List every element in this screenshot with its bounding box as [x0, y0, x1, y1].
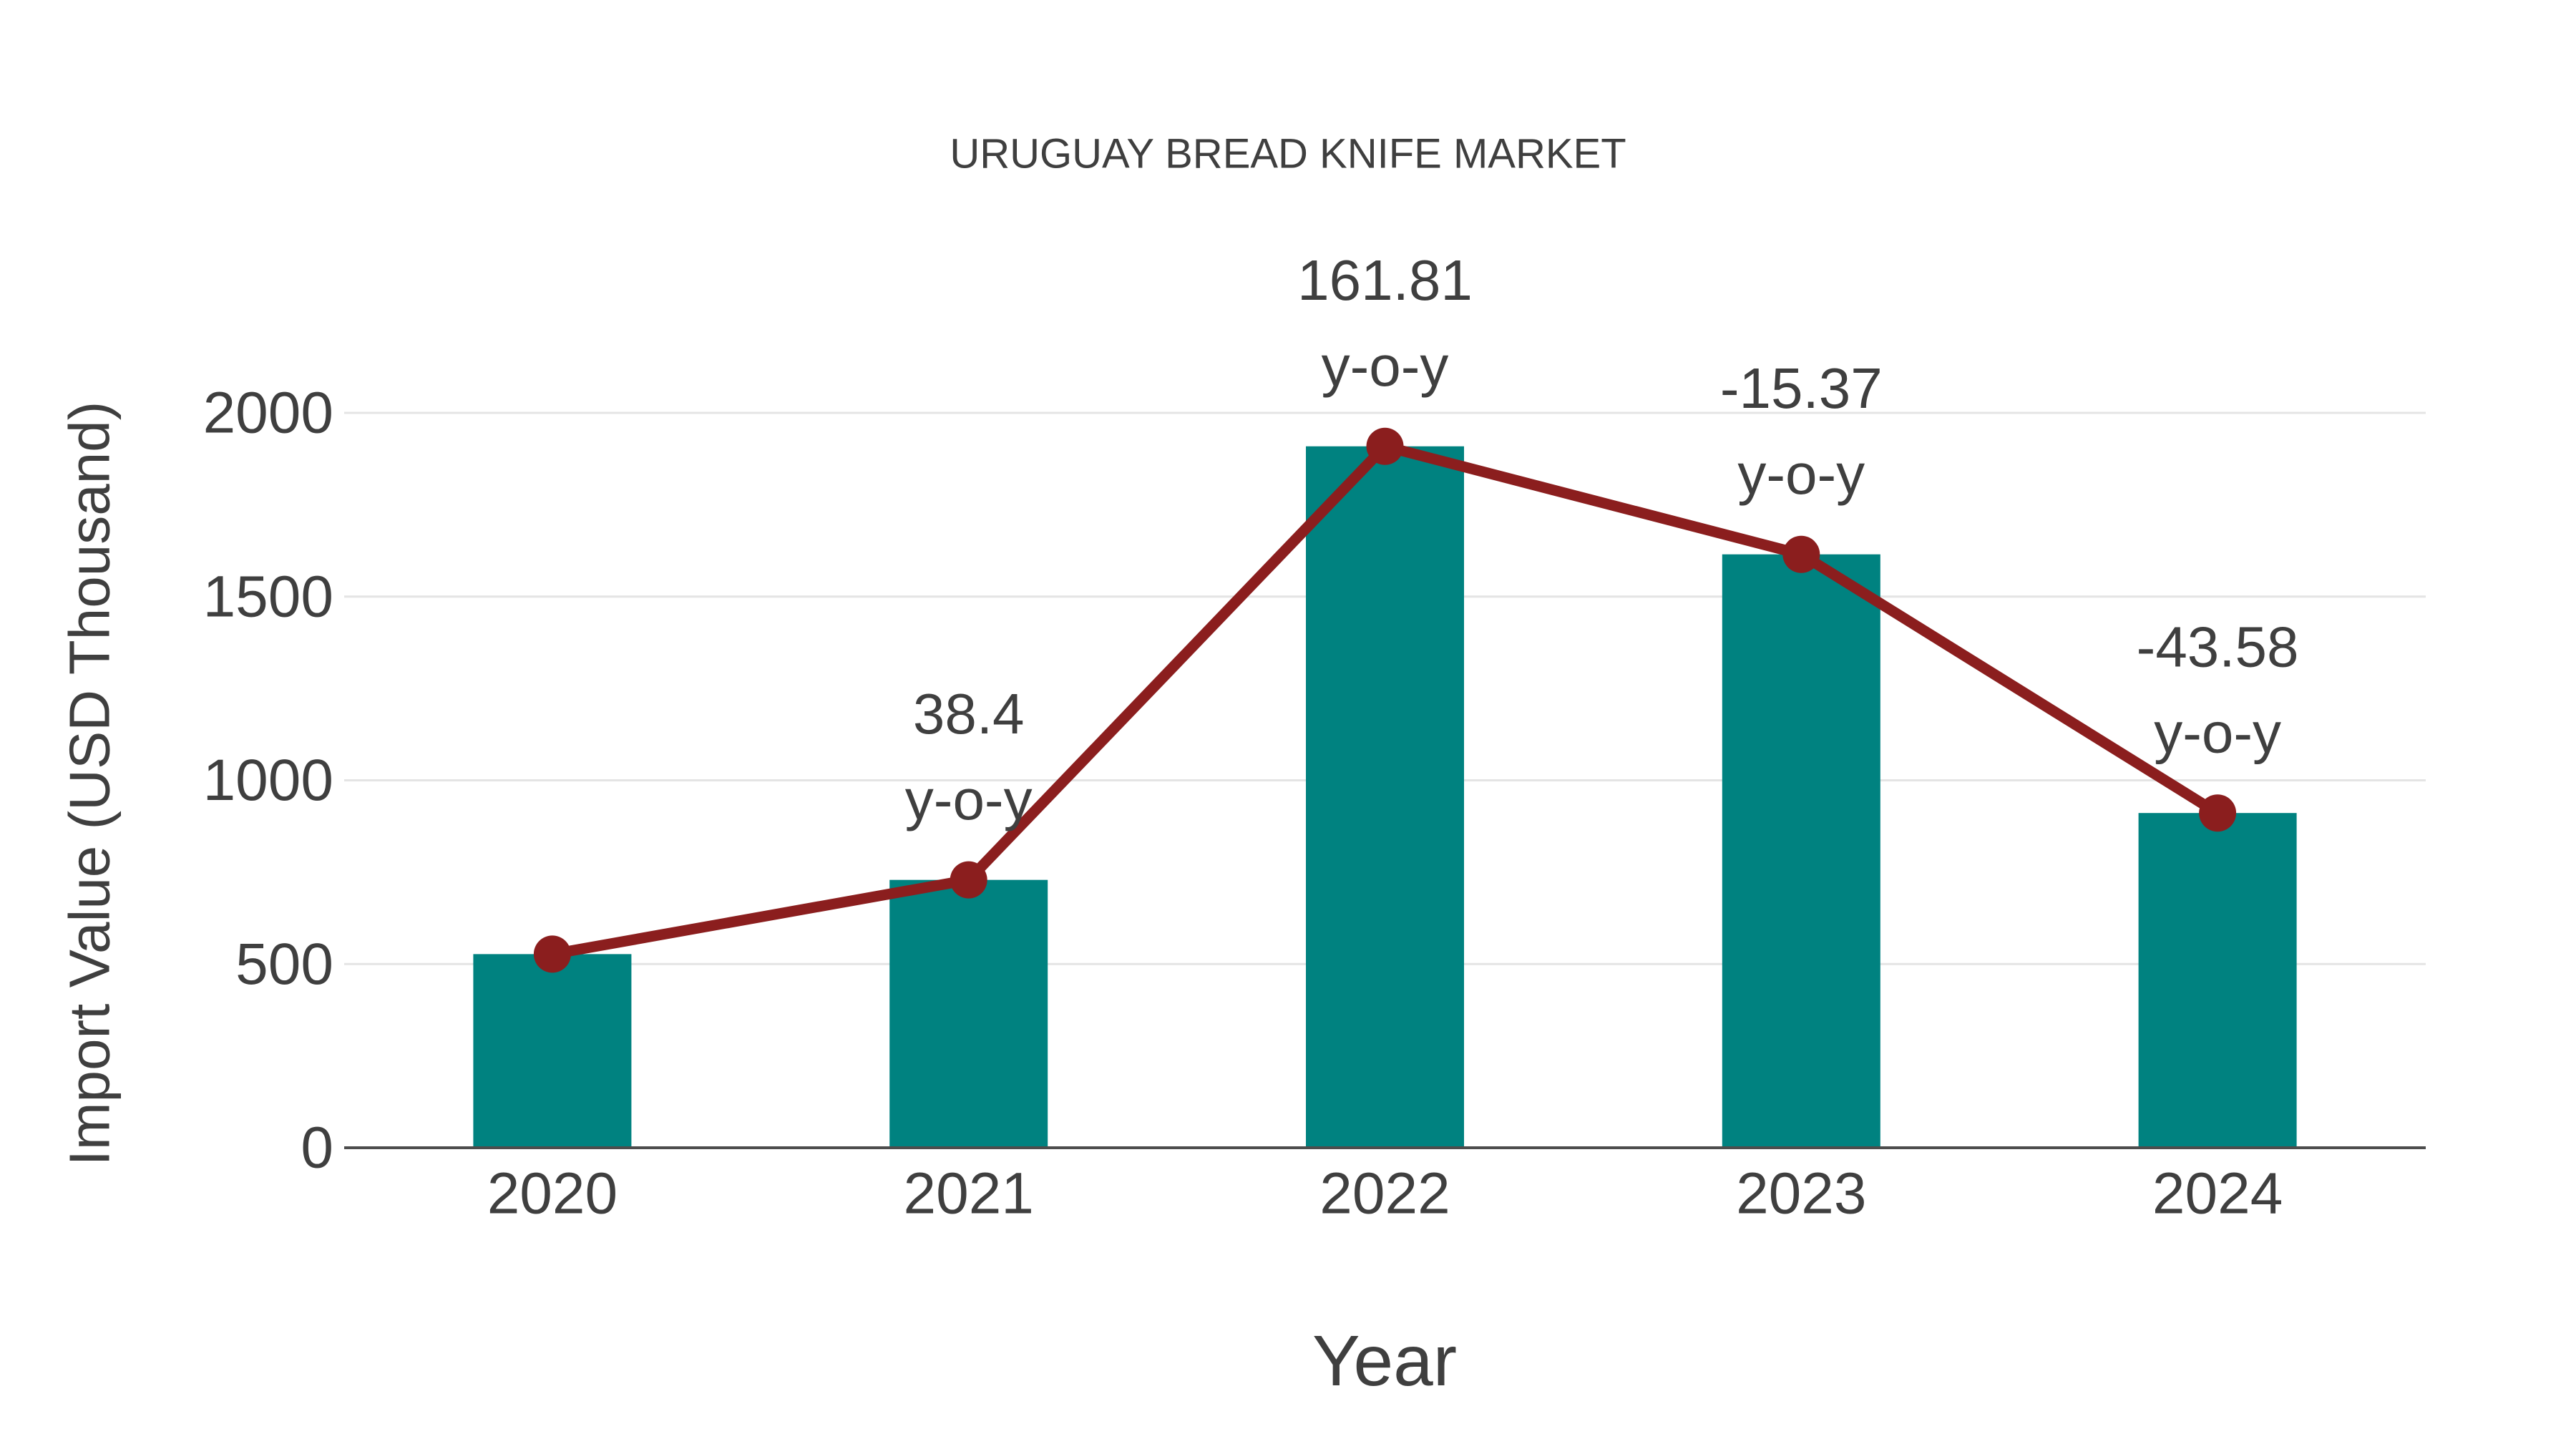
y-tick-labels: 0 500 1000 1500 2000 — [203, 381, 333, 1181]
marker-2021 — [950, 861, 987, 899]
x-tick-label-2024: 2024 — [2152, 1161, 2283, 1226]
bars-group — [473, 446, 2297, 1148]
annotation-value-2024: -43.58 — [2137, 615, 2299, 679]
bar-2020 — [473, 954, 632, 1148]
annotation-suffix-2022: y-o-y — [1322, 334, 1449, 398]
annotation-suffix-2024: y-o-y — [2154, 701, 2281, 765]
y-tick-label-1500: 1500 — [203, 564, 333, 629]
bar-2022 — [1306, 446, 1464, 1148]
y-tick-label-0: 0 — [301, 1116, 333, 1181]
x-axis-title: Year — [1312, 1321, 1457, 1401]
chart-title: URUGUAY BREAD KNIFE MARKET — [950, 131, 1626, 177]
x-tick-label-2023: 2023 — [1736, 1161, 1866, 1226]
y-tick-label-500: 500 — [235, 932, 333, 997]
marker-2020 — [533, 935, 571, 973]
y-tick-label-2000: 2000 — [203, 381, 333, 446]
annotation-value-2021: 38.4 — [913, 682, 1025, 746]
annotation-value-2022: 161.81 — [1297, 248, 1473, 312]
marker-2022 — [1366, 427, 1404, 465]
annotation-suffix-2023: y-o-y — [1737, 442, 1865, 506]
annotation-suffix-2021: y-o-y — [905, 768, 1033, 831]
y-axis-title: Import Value (USD Thousand) — [58, 401, 122, 1166]
markers-group — [533, 427, 2237, 973]
x-tick-label-2022: 2022 — [1319, 1161, 1450, 1226]
marker-2023 — [1782, 535, 1820, 573]
y-tick-label-1000: 1000 — [203, 748, 333, 813]
bar-2021 — [889, 879, 1048, 1148]
annotation-value-2023: -15.37 — [1720, 356, 1883, 420]
marker-2024 — [2199, 794, 2237, 832]
x-tick-labels: 2020 2021 2022 2023 2024 — [487, 1161, 2283, 1226]
x-tick-label-2020: 2020 — [487, 1161, 618, 1226]
annotations-group: 38.4 y-o-y 161.81 y-o-y -15.37 y-o-y -43.58 y-o… — [905, 248, 2299, 831]
bar-2024 — [2138, 813, 2297, 1148]
x-tick-label-2021: 2021 — [903, 1161, 1033, 1226]
bar-2023 — [1722, 554, 1880, 1148]
